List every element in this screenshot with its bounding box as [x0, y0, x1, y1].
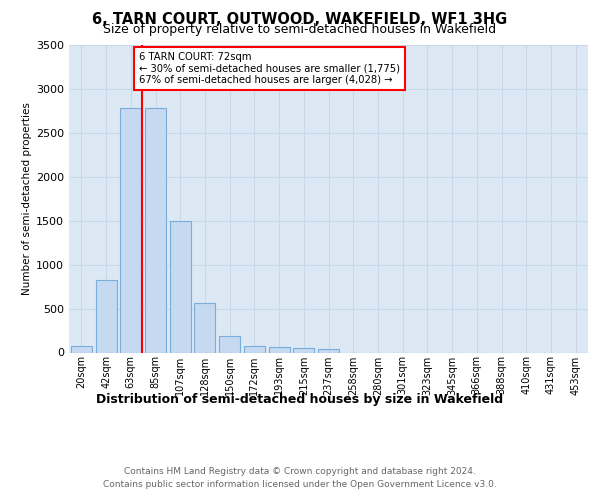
Bar — [170, 220, 191, 352]
Text: Contains public sector information licensed under the Open Government Licence v3: Contains public sector information licen… — [103, 480, 497, 489]
Bar — [71, 346, 92, 352]
Text: Size of property relative to semi-detached houses in Wakefield: Size of property relative to semi-detach… — [103, 22, 497, 36]
Bar — [145, 108, 166, 352]
Text: 6, TARN COURT, OUTWOOD, WAKEFIELD, WF1 3HG: 6, TARN COURT, OUTWOOD, WAKEFIELD, WF1 3… — [92, 12, 508, 28]
Bar — [120, 108, 141, 352]
Text: Distribution of semi-detached houses by size in Wakefield: Distribution of semi-detached houses by … — [97, 392, 503, 406]
Text: Contains HM Land Registry data © Crown copyright and database right 2024.: Contains HM Land Registry data © Crown c… — [124, 468, 476, 476]
Text: 6 TARN COURT: 72sqm
← 30% of semi-detached houses are smaller (1,775)
67% of sem: 6 TARN COURT: 72sqm ← 30% of semi-detach… — [139, 52, 400, 85]
Y-axis label: Number of semi-detached properties: Number of semi-detached properties — [22, 102, 32, 295]
Bar — [269, 347, 290, 352]
Bar — [219, 336, 240, 352]
Bar — [194, 304, 215, 352]
Bar — [318, 349, 339, 352]
Bar — [244, 346, 265, 352]
Bar — [293, 348, 314, 352]
Bar — [95, 280, 116, 352]
